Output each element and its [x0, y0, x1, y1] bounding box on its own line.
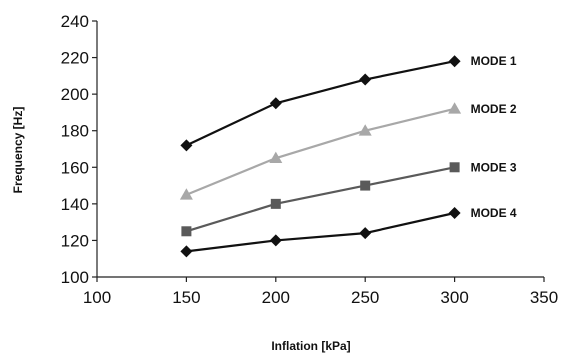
mode-1-marker	[448, 55, 461, 68]
y-tick-label: 120	[61, 231, 89, 250]
mode-2-marker	[179, 188, 193, 200]
axes	[96, 21, 544, 278]
mode-4-marker	[448, 207, 461, 219]
y-axis-ticks: 100 120 140 160 180 200 220 240	[61, 12, 97, 287]
mode-3-marker	[270, 198, 281, 209]
mode-1-marker	[269, 97, 282, 110]
x-axis-title: Inflation [kPa]	[271, 339, 350, 353]
x-tick-label: 350	[530, 288, 558, 307]
mode-2-label: MODE 2	[471, 102, 517, 116]
x-tick-label: 250	[351, 288, 379, 307]
series-lines	[185, 60, 455, 253]
x-tick-label: 300	[440, 288, 468, 307]
mode-2-marker	[269, 151, 283, 164]
y-tick-label: 160	[61, 158, 89, 177]
series-markers	[179, 55, 462, 258]
x-tick-label: 100	[83, 288, 111, 307]
mode-1-marker	[359, 73, 372, 86]
mode-2-marker	[448, 102, 462, 114]
y-tick-label: 100	[61, 268, 89, 287]
y-tick-label: 240	[61, 12, 89, 31]
mode-4-label: MODE 4	[471, 206, 517, 220]
mode-3-line	[186, 166, 455, 233]
mode-4-marker	[180, 245, 193, 258]
mode-3-marker	[360, 180, 371, 191]
series-labels: MODE 1 MODE 2 MODE 3 MODE 4	[471, 54, 517, 220]
mode-4-marker	[359, 227, 372, 240]
y-tick-label: 200	[61, 85, 89, 104]
mode-1-line	[185, 60, 455, 147]
x-tick-label: 200	[262, 288, 290, 307]
y-tick-label: 140	[61, 195, 89, 214]
x-tick-label: 150	[172, 288, 200, 307]
mode-3-marker	[181, 226, 192, 237]
mode-1-marker	[180, 139, 193, 152]
y-tick-label: 220	[61, 49, 89, 68]
mode-3-label: MODE 3	[471, 160, 517, 174]
mode-4-line	[186, 211, 455, 253]
x-axis-ticks: 100 150 200 250 300 350	[83, 277, 558, 307]
y-tick-label: 180	[61, 122, 89, 141]
mode-2-marker	[358, 124, 372, 136]
mode-1-label: MODE 1	[471, 54, 517, 68]
mode-3-marker	[449, 162, 460, 173]
mode-2-line	[185, 107, 455, 196]
y-axis-title: Frequency [Hz]	[11, 107, 25, 194]
mode-4-marker	[269, 234, 282, 247]
